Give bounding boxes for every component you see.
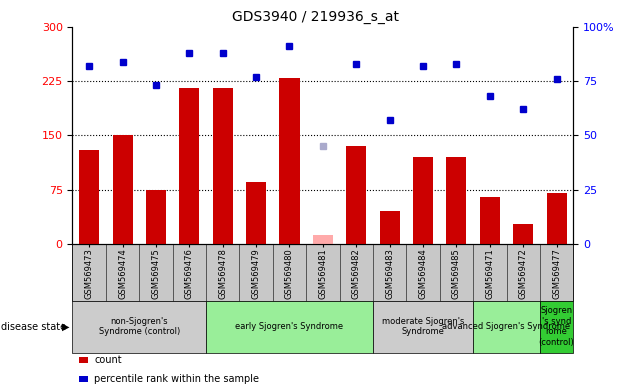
Bar: [547, 193, 566, 244]
Bar: [213, 88, 232, 244]
Text: non-Sjogren's
Syndrome (control): non-Sjogren's Syndrome (control): [99, 317, 180, 336]
Text: early Sjogren's Syndrome: early Sjogren's Syndrome: [236, 322, 343, 331]
Text: ▶: ▶: [62, 321, 70, 332]
Bar: [180, 88, 199, 244]
Text: moderate Sjogren's
Syndrome: moderate Sjogren's Syndrome: [382, 317, 464, 336]
Bar: [346, 146, 366, 244]
Text: advanced Sjogren's Syndrome: advanced Sjogren's Syndrome: [442, 322, 571, 331]
Text: Sjogren
's synd
rome
(control): Sjogren 's synd rome (control): [539, 306, 575, 347]
Bar: [480, 197, 500, 244]
Bar: [79, 150, 99, 244]
Bar: [280, 78, 299, 244]
Bar: [113, 136, 132, 244]
Bar: [313, 235, 333, 244]
Text: disease state: disease state: [1, 321, 66, 332]
Text: GDS3940 / 219936_s_at: GDS3940 / 219936_s_at: [231, 10, 399, 23]
Text: count: count: [94, 355, 122, 365]
Bar: [246, 182, 266, 244]
Text: percentile rank within the sample: percentile rank within the sample: [94, 374, 260, 384]
Bar: [513, 223, 533, 244]
Bar: [447, 157, 466, 244]
Bar: [146, 190, 166, 244]
Bar: [413, 157, 433, 244]
Bar: [380, 211, 399, 244]
